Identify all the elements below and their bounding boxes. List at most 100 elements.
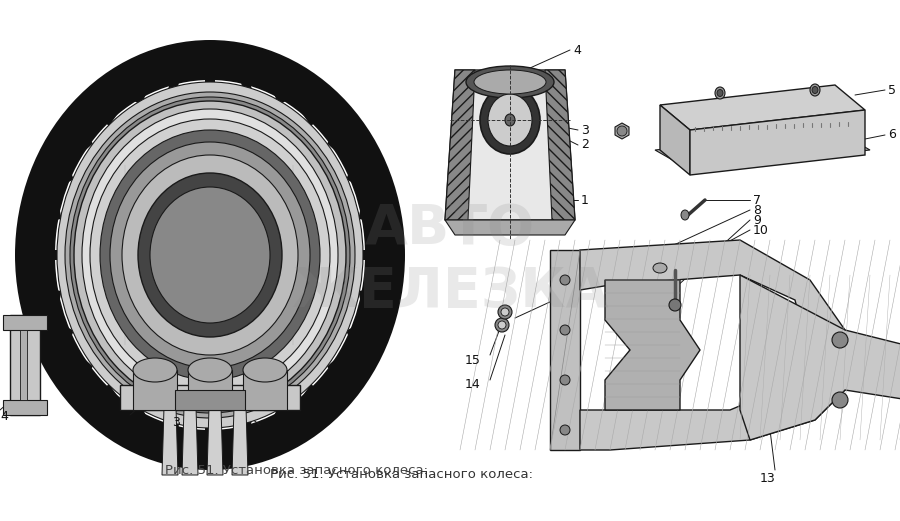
Polygon shape — [42, 250, 57, 260]
Polygon shape — [207, 407, 223, 475]
Polygon shape — [3, 400, 47, 415]
Text: 6: 6 — [888, 129, 896, 142]
Polygon shape — [655, 130, 870, 170]
Ellipse shape — [150, 187, 270, 323]
Ellipse shape — [82, 109, 338, 401]
Polygon shape — [162, 407, 178, 475]
Ellipse shape — [133, 358, 177, 382]
Polygon shape — [168, 73, 180, 91]
Ellipse shape — [560, 375, 570, 385]
Polygon shape — [690, 110, 865, 175]
Text: 8: 8 — [753, 204, 761, 217]
Ellipse shape — [488, 94, 532, 146]
Ellipse shape — [505, 114, 515, 126]
Ellipse shape — [653, 263, 667, 273]
Text: 3: 3 — [581, 123, 589, 137]
Ellipse shape — [474, 70, 546, 94]
Ellipse shape — [495, 318, 509, 332]
Text: Рис. 51. Установка запасного колеса:: Рис. 51. Установка запасного колеса: — [270, 468, 533, 480]
Polygon shape — [239, 419, 252, 437]
Polygon shape — [302, 107, 319, 126]
Text: 4: 4 — [573, 43, 580, 56]
Polygon shape — [232, 407, 248, 475]
Ellipse shape — [65, 92, 355, 418]
Polygon shape — [57, 170, 74, 186]
Ellipse shape — [812, 86, 818, 93]
Ellipse shape — [832, 332, 848, 348]
Polygon shape — [76, 356, 93, 374]
Text: 1: 1 — [263, 418, 271, 431]
Ellipse shape — [243, 358, 287, 382]
Ellipse shape — [715, 87, 725, 99]
Polygon shape — [3, 315, 47, 330]
Ellipse shape — [70, 97, 350, 413]
Ellipse shape — [832, 392, 848, 408]
Ellipse shape — [188, 358, 232, 382]
Text: 3: 3 — [172, 416, 180, 429]
Polygon shape — [740, 275, 900, 440]
Text: Рис. 51. Установка запасного колеса:: Рис. 51. Установка запасного колеса: — [165, 464, 428, 477]
Ellipse shape — [617, 126, 627, 136]
Polygon shape — [45, 209, 61, 222]
Polygon shape — [205, 424, 214, 440]
Polygon shape — [605, 280, 700, 410]
Polygon shape — [327, 136, 344, 154]
Polygon shape — [615, 123, 629, 139]
Polygon shape — [550, 250, 580, 450]
Polygon shape — [273, 86, 287, 105]
Polygon shape — [57, 324, 74, 340]
Ellipse shape — [560, 325, 570, 335]
Polygon shape — [346, 170, 363, 186]
Polygon shape — [133, 86, 148, 105]
Ellipse shape — [110, 142, 310, 368]
Polygon shape — [45, 288, 61, 301]
Polygon shape — [102, 107, 118, 126]
Text: 9: 9 — [753, 214, 760, 227]
Polygon shape — [346, 324, 363, 340]
Polygon shape — [133, 370, 177, 410]
Text: 14: 14 — [465, 378, 481, 391]
Text: 13: 13 — [760, 472, 776, 485]
Ellipse shape — [74, 101, 346, 409]
Polygon shape — [205, 70, 214, 86]
Ellipse shape — [717, 90, 723, 96]
Ellipse shape — [138, 173, 282, 337]
Ellipse shape — [560, 275, 570, 285]
Polygon shape — [168, 419, 180, 437]
Text: 5: 5 — [888, 83, 896, 96]
Ellipse shape — [498, 305, 512, 319]
Ellipse shape — [480, 86, 540, 154]
Ellipse shape — [560, 425, 570, 435]
Polygon shape — [243, 370, 287, 410]
Polygon shape — [133, 405, 148, 424]
Polygon shape — [327, 356, 344, 374]
Ellipse shape — [501, 308, 509, 316]
Ellipse shape — [466, 66, 554, 98]
Ellipse shape — [681, 210, 689, 220]
Bar — [175, 390, 245, 410]
Polygon shape — [273, 405, 287, 424]
Polygon shape — [182, 407, 198, 475]
Polygon shape — [358, 209, 374, 222]
Ellipse shape — [15, 40, 405, 470]
Polygon shape — [580, 240, 845, 450]
Polygon shape — [76, 136, 93, 154]
Ellipse shape — [57, 82, 363, 428]
Polygon shape — [120, 385, 300, 410]
Bar — [20, 330, 27, 400]
Polygon shape — [445, 70, 475, 220]
Polygon shape — [10, 315, 40, 415]
Polygon shape — [102, 384, 118, 403]
Polygon shape — [660, 85, 865, 130]
Polygon shape — [364, 250, 378, 260]
Polygon shape — [188, 370, 232, 410]
Polygon shape — [239, 73, 252, 91]
Text: 7: 7 — [753, 193, 761, 206]
Text: 4: 4 — [0, 411, 8, 424]
Text: АВТО
ЖЕЛЕЗКА: АВТО ЖЕЛЕЗКА — [292, 202, 608, 319]
Ellipse shape — [810, 84, 820, 96]
Polygon shape — [445, 220, 575, 235]
Ellipse shape — [100, 130, 320, 380]
Polygon shape — [358, 288, 374, 301]
Text: 1: 1 — [581, 193, 589, 206]
